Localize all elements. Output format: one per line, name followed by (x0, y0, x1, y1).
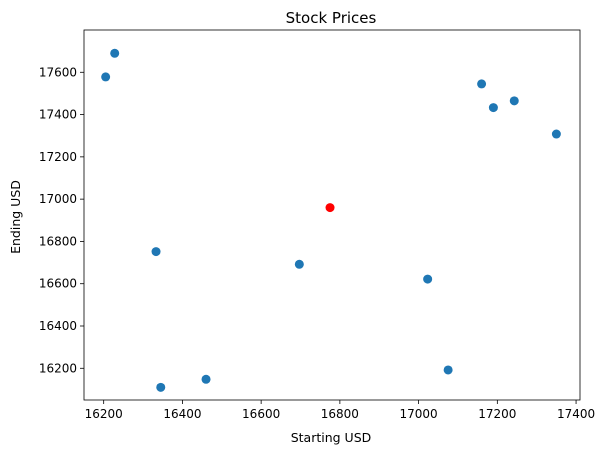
data-point (201, 374, 211, 384)
y-tick-label: 17600 (39, 65, 77, 79)
data-point (151, 247, 161, 257)
data-point (110, 48, 120, 58)
x-axis-label: Starting USD (291, 430, 372, 445)
x-tick-label: 17000 (400, 407, 438, 421)
data-point (509, 96, 519, 106)
data-point (443, 365, 453, 375)
y-tick-label: 17000 (39, 192, 77, 206)
data-point (477, 79, 487, 89)
plot-frame (83, 29, 581, 401)
x-tick-label: 17200 (478, 407, 516, 421)
y-tick-label: 16200 (39, 361, 77, 375)
data-point (101, 72, 111, 82)
y-tick-label: 17200 (39, 150, 77, 164)
data-point (423, 274, 433, 284)
y-tick-label: 16600 (39, 277, 77, 291)
plot-area: 16200 16400 16600 16800 17000 17200 17400 16200… (39, 29, 595, 421)
data-point (488, 103, 498, 113)
x-tick-label: 16800 (321, 407, 359, 421)
x-tick-label: 16600 (242, 407, 280, 421)
x-tick-label: 16200 (85, 407, 123, 421)
data-point (294, 259, 304, 269)
highlighted-data-point (325, 203, 335, 213)
data-point (156, 382, 166, 392)
y-tick-label: 16400 (39, 319, 77, 333)
x-tick-label: 17400 (557, 407, 595, 421)
y-tick-label: 16800 (39, 234, 77, 248)
x-tick-label: 16400 (163, 407, 201, 421)
y-axis-label: Ending USD (8, 180, 23, 254)
chart-title: Stock Prices (286, 9, 377, 27)
data-point (551, 129, 561, 139)
y-tick-label: 17400 (39, 108, 77, 122)
